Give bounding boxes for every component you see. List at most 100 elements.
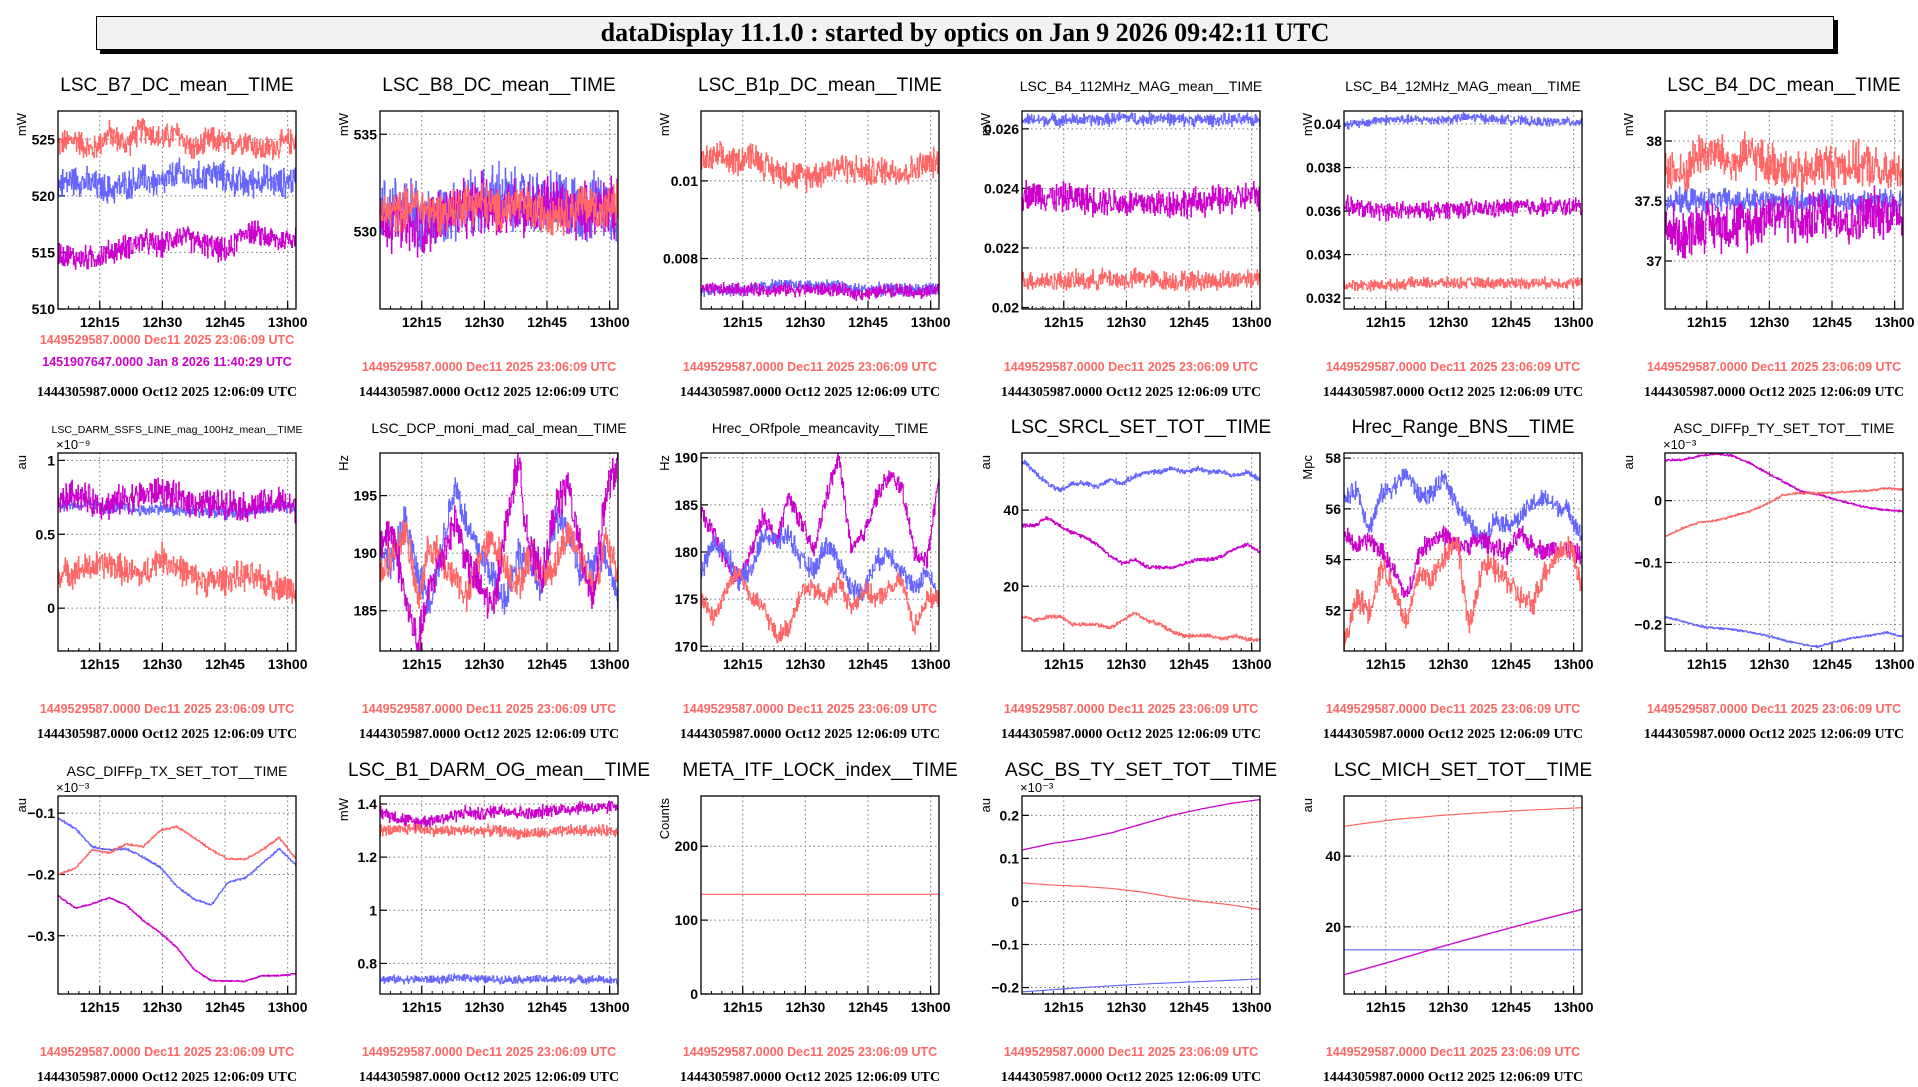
plot-area[interactable] <box>1665 453 1903 651</box>
plot-area[interactable] <box>1344 796 1582 994</box>
plot-title: ASC_BS_TY_SET_TOT__TIME <box>1005 760 1277 781</box>
y-tick-label: 0.1 <box>1000 850 1020 866</box>
plot-panel[interactable]: LSC_B4_112MHz_MAG_mean__TIME mW 12h15 12h30… <box>978 78 1272 400</box>
x-tick-label: 12h15 <box>1044 314 1084 330</box>
x-tick-label: 12h30 <box>786 656 826 672</box>
y-tick-label: 1 <box>47 452 55 468</box>
plot-panel[interactable]: Hrec_ORfpole_meancavity__TIME Hz 12h15 12h3… <box>657 420 951 742</box>
x-tick-label: 12h30 <box>143 314 183 330</box>
plot-panel[interactable]: LSC_B4_DC_mean__TIME mW 12h15 12h30 12h45 13h… <box>1621 75 1915 400</box>
ref-time-red: 1449529587.0000 Dec11 2025 23:06:09 UTC <box>40 333 294 347</box>
plot-frame <box>1343 795 1583 995</box>
plot-title: Hrec_Range_BNS__TIME <box>1352 417 1575 438</box>
y-axis-exponent: ×10⁻³ <box>1020 780 1054 795</box>
ref-time-black: 1444305987.0000 Oct12 2025 12:06:09 UTC <box>1001 1070 1261 1085</box>
x-tick-label: 12h30 <box>1750 656 1790 672</box>
x-tick-label: 12h45 <box>1812 656 1852 672</box>
series-line-blue <box>1665 616 1903 649</box>
plot-frame <box>700 795 940 995</box>
plot-panel[interactable]: LSC_B1p_DC_mean__TIME mW 12h15 12h30 12h45 13… <box>657 75 951 400</box>
y-tick-label: 0 <box>47 600 55 616</box>
x-tick-label: 12h15 <box>80 314 120 330</box>
x-tick-label: 12h15 <box>1044 999 1084 1015</box>
ref-time-black: 1444305987.0000 Oct12 2025 12:06:09 UTC <box>1001 385 1261 400</box>
y-tick-label: 0.032 <box>1306 290 1341 306</box>
plot-area[interactable] <box>701 453 939 651</box>
y-tick-label: 0.024 <box>984 180 1019 196</box>
plot-panel[interactable]: META_ITF_LOCK_index__TIME Counts 12h15 12h3… <box>657 760 958 1085</box>
ref-time-magenta: 1451907647.0000 Jan 8 2026 11:40:29 UTC <box>42 355 292 369</box>
plot-area[interactable] <box>701 111 939 309</box>
plot-panel[interactable]: Hrec_Range_BNS__TIME Mpc 12h15 12h30 12h45 13… <box>1300 417 1594 742</box>
plot-panel[interactable]: LSC_DCP_moni_mad_cal_mean__TIME Hz 12h15 12… <box>336 420 630 742</box>
x-tick-label: 12h45 <box>848 656 888 672</box>
y-axis-label: mW <box>336 112 351 136</box>
ref-time-black: 1444305987.0000 Oct12 2025 12:06:09 UTC <box>359 727 619 742</box>
y-tick-label: −0.2 <box>1634 616 1662 632</box>
y-tick-label: 0.036 <box>1306 203 1341 219</box>
plot-panel[interactable]: LSC_B4_12MHz_MAG_mean__TIME mW 12h15 12h30 1… <box>1300 78 1594 400</box>
x-tick-label: 12h15 <box>1366 314 1406 330</box>
series-line-blue <box>1022 111 1260 128</box>
y-axis-exponent: ×10⁻³ <box>1663 437 1697 452</box>
x-tick-label: 13h00 <box>911 999 951 1015</box>
plot-panel[interactable]: LSC_B1_DARM_OG_mean__TIME mW 12h15 12h30 12h… <box>336 760 650 1085</box>
x-tick-label: 13h00 <box>1232 999 1272 1015</box>
plot-title: LSC_B7_DC_mean__TIME <box>60 75 293 96</box>
y-tick-label: 515 <box>32 244 56 260</box>
y-tick-label: 1.4 <box>358 796 378 812</box>
y-tick-label: 180 <box>675 544 699 560</box>
series-line-magenta <box>58 220 296 270</box>
y-tick-label: 0.022 <box>984 240 1019 256</box>
plot-area[interactable] <box>701 796 939 994</box>
y-axis-label: Hz <box>657 455 672 471</box>
plot-area[interactable] <box>58 453 296 651</box>
x-tick-label: 12h30 <box>786 314 826 330</box>
ref-time-red: 1449529587.0000 Dec11 2025 23:06:09 UTC <box>362 360 616 374</box>
y-tick-label: 0 <box>1011 893 1019 909</box>
series-line-red <box>380 519 618 613</box>
ref-time-black: 1444305987.0000 Oct12 2025 12:06:09 UTC <box>680 727 940 742</box>
x-tick-label: 12h30 <box>143 656 183 672</box>
y-tick-label: 56 <box>1325 501 1341 517</box>
y-tick-label: 20 <box>1325 919 1341 935</box>
x-tick-label: 12h30 <box>1750 314 1790 330</box>
x-tick-label: 12h45 <box>205 314 245 330</box>
plot-panel[interactable]: LSC_B7_DC_mean__TIME mW 12h15 12h30 12h45 13h… <box>14 75 308 400</box>
series-line-blue <box>1022 459 1260 493</box>
x-tick-label: 12h15 <box>1366 656 1406 672</box>
x-tick-label: 13h00 <box>1554 999 1594 1015</box>
x-tick-label: 12h15 <box>723 656 763 672</box>
y-tick-label: 100 <box>675 912 699 928</box>
y-tick-label: 54 <box>1325 552 1341 568</box>
plot-frame <box>700 110 940 310</box>
plot-panel[interactable]: LSC_B8_DC_mean__TIME mW 12h15 12h30 12h45 13h… <box>336 75 630 400</box>
plot-area[interactable] <box>58 796 296 994</box>
y-axis-label: Mpc <box>1300 455 1315 480</box>
y-tick-label: 0.038 <box>1306 160 1341 176</box>
plot-area[interactable] <box>1022 453 1260 651</box>
series-line-blue <box>58 817 296 906</box>
plot-panel[interactable]: LSC_DARM_SSFS_LINE_mag_100Hz_mean__TIMEa… <box>14 424 308 742</box>
y-tick-label: −0.1 <box>991 937 1019 953</box>
y-tick-label: −0.2 <box>27 866 55 882</box>
series-line-magenta <box>1665 453 1903 513</box>
ref-time-black: 1444305987.0000 Oct12 2025 12:06:09 UTC <box>1644 385 1904 400</box>
window-title: dataDisplay 11.1.0 : started by optics o… <box>600 18 1330 47</box>
x-tick-label: 13h00 <box>268 314 308 330</box>
y-tick-label: 0.02 <box>992 300 1019 316</box>
y-tick-label: 0.04 <box>1314 116 1341 132</box>
x-tick-label: 12h45 <box>1169 656 1209 672</box>
y-tick-label: 38 <box>1646 133 1662 149</box>
y-tick-label: 175 <box>675 591 699 607</box>
ref-time-red: 1449529587.0000 Dec11 2025 23:06:09 UTC <box>1004 360 1258 374</box>
plot-area[interactable] <box>1022 796 1260 994</box>
ref-time-black: 1444305987.0000 Oct12 2025 12:06:09 UTC <box>359 385 619 400</box>
y-tick-label: 185 <box>354 603 378 619</box>
y-axis-label: au <box>1300 798 1315 812</box>
